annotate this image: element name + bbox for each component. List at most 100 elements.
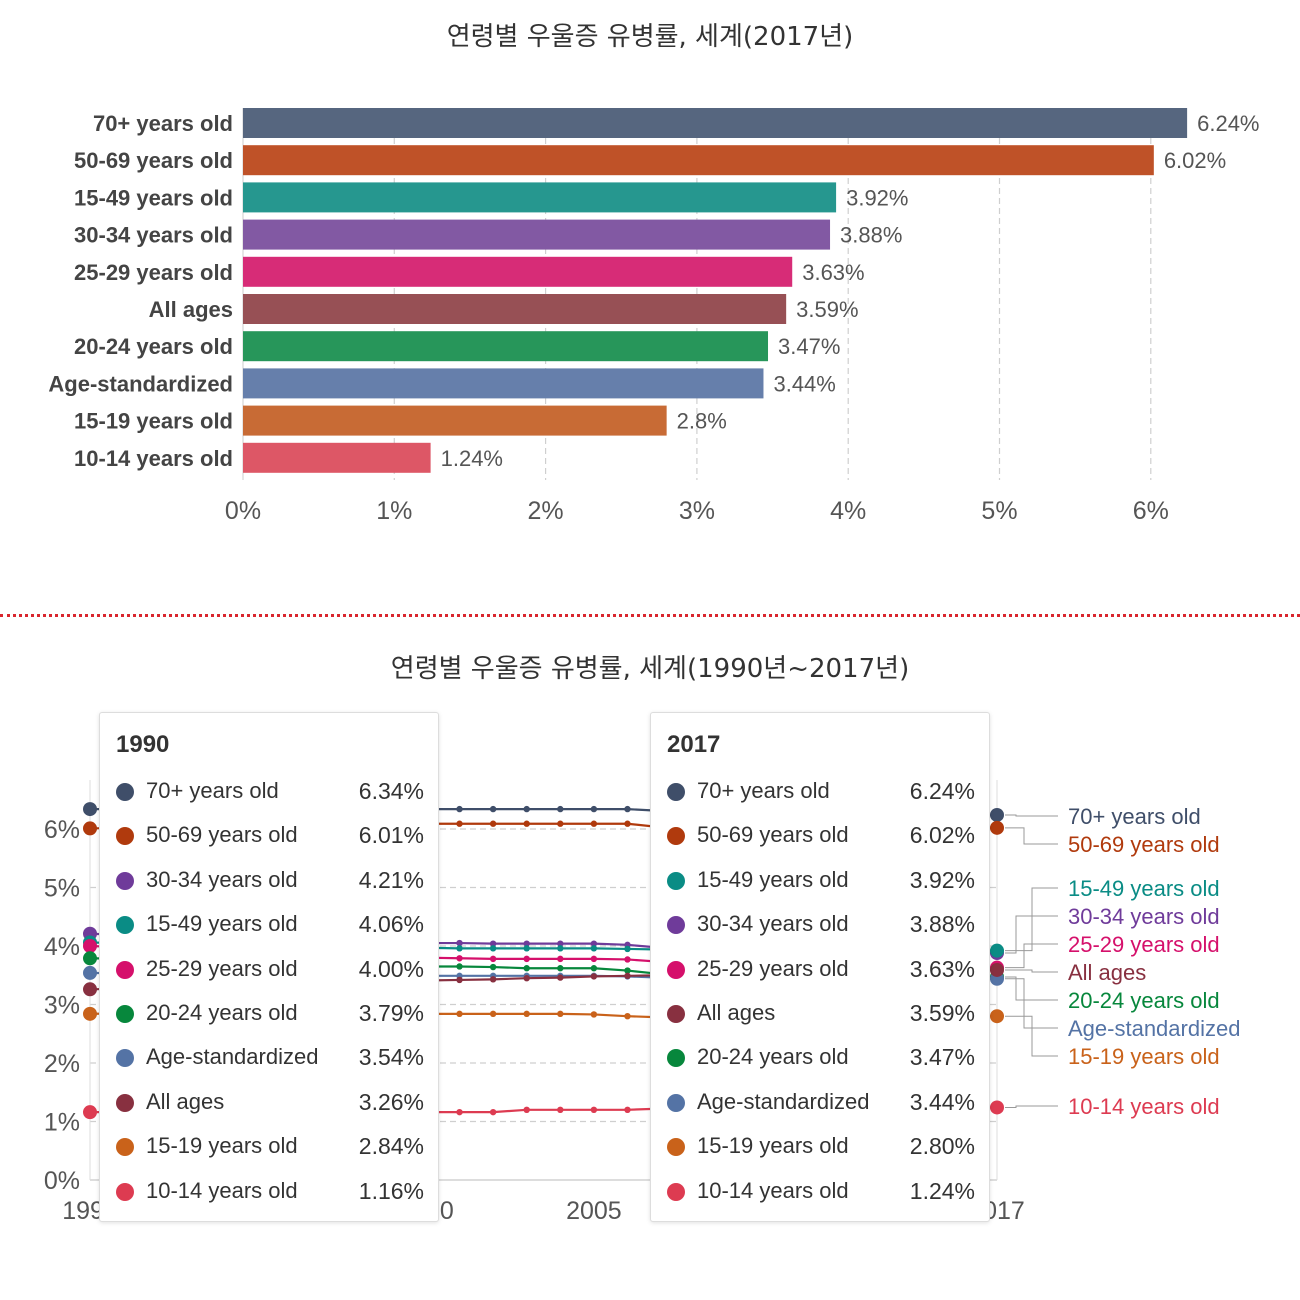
line-point-marker xyxy=(523,945,530,952)
line-point-marker xyxy=(456,1108,463,1116)
line-point-marker xyxy=(489,820,497,827)
tooltip-series-name: 15-49 years old xyxy=(697,866,849,892)
bar-value-label: 6.02% xyxy=(1164,148,1226,173)
legend-dot-icon xyxy=(116,1138,134,1157)
tooltip-row: 20-24 years old 3.79% xyxy=(114,996,424,1036)
legend-dot-icon xyxy=(116,1049,134,1068)
tooltip-2017: 2017 70+ years old 6.24% 50-69 years old 6.… xyxy=(650,712,990,1222)
tooltip-series-value: 3.92% xyxy=(909,866,975,893)
line-endpoint-marker xyxy=(83,951,97,966)
line-endpoint-marker xyxy=(83,1105,97,1120)
tooltip-series-value: 6.02% xyxy=(909,822,975,849)
tooltip-series-value: 3.59% xyxy=(909,1000,975,1026)
bar-chart: 0% 1% 2% 3% 4% 5% 6% 70+ years old 6.24% 50-69 ye… xyxy=(48,108,1260,525)
bar-value-label: 6.24% xyxy=(1197,111,1259,136)
line-point-marker xyxy=(456,939,463,947)
line-endpoint-marker xyxy=(990,943,1004,958)
bar-value-label: 3.92% xyxy=(846,185,908,210)
line-y-tick-label: 4% xyxy=(44,933,80,961)
line-point-marker xyxy=(523,820,530,827)
tooltip-series-value: 1.16% xyxy=(358,1177,424,1204)
line-point-marker xyxy=(557,965,564,972)
bar-mark xyxy=(243,182,837,213)
tooltip-row: 15-19 years old 2.84% xyxy=(114,1129,424,1169)
tooltip-series-name: Age-standardized xyxy=(697,1088,870,1114)
legend-dot-icon xyxy=(116,960,134,979)
end-label: All ages xyxy=(1068,960,1146,985)
bar-mark xyxy=(243,294,787,324)
line-point-marker xyxy=(523,955,530,963)
tooltip-series-name: 30-34 years old xyxy=(146,866,298,892)
tooltip-series-name: 50-69 years old xyxy=(697,822,849,848)
bar-mark xyxy=(243,145,1154,176)
tooltip-series-value: 2.84% xyxy=(358,1133,424,1160)
tooltip-series-name: Age-standardized xyxy=(146,1044,319,1070)
line-point-marker xyxy=(624,945,631,953)
tooltip-series-name: 20-24 years old xyxy=(146,1000,298,1025)
bar-mark xyxy=(243,405,667,436)
bar-category-label: 50-69 years old xyxy=(74,148,233,173)
legend-dot-icon xyxy=(667,783,685,801)
tooltip-row: 15-19 years old 2.80% xyxy=(665,1129,975,1169)
tooltip-series-value: 4.06% xyxy=(358,911,424,938)
tooltip-series-value: 3.47% xyxy=(909,1044,975,1071)
line-point-marker xyxy=(489,955,497,963)
end-label: 10-14 years old xyxy=(1068,1094,1220,1119)
legend-dot-icon xyxy=(667,1005,685,1023)
line-point-marker xyxy=(456,805,463,813)
line-point-marker xyxy=(590,1106,598,1114)
line-point-marker xyxy=(557,805,564,813)
bar-category-label: All ages xyxy=(149,297,233,322)
bar-x-tick-label: 0% xyxy=(225,497,261,525)
legend-dot-icon xyxy=(116,1005,134,1023)
tooltip-series-name: 50-69 years old xyxy=(146,822,298,848)
bar-mark xyxy=(243,442,431,473)
bar-x-tick-label: 6% xyxy=(1133,497,1169,525)
line-point-marker xyxy=(456,963,463,970)
end-label-connector xyxy=(1005,814,1058,817)
tooltip-series-value: 3.79% xyxy=(358,1000,424,1026)
end-label-connector xyxy=(1005,978,1058,1029)
line-point-marker xyxy=(523,1106,530,1114)
bar-category-label: 20-24 years old xyxy=(74,334,233,359)
bar-value-label: 3.63% xyxy=(802,260,864,285)
end-label: 25-29 years old xyxy=(1068,932,1220,957)
legend-dot-icon xyxy=(116,783,134,801)
line-endpoint-marker xyxy=(990,1009,1004,1024)
tooltip-series-name: 10-14 years old xyxy=(697,1177,849,1203)
tooltip-series-name: All ages xyxy=(146,1088,225,1114)
tooltip-row: 15-49 years old 3.92% xyxy=(665,863,975,903)
line-endpoint-marker xyxy=(83,821,97,836)
line-endpoint-marker xyxy=(990,1100,1004,1115)
tooltip-series-name: 25-29 years old xyxy=(697,955,849,981)
line-endpoint-marker xyxy=(83,939,97,953)
line-point-marker xyxy=(489,805,497,813)
bar-x-tick-label: 1% xyxy=(376,497,412,525)
bar-category-label: 10-14 years old xyxy=(74,446,233,471)
tooltip-series-name: 15-49 years old xyxy=(146,911,298,937)
tooltip-row: 15-49 years old 4.06% xyxy=(114,907,424,947)
line-point-marker xyxy=(590,820,598,827)
bar-mark xyxy=(243,368,764,399)
tooltip-series-name: 20-24 years old xyxy=(697,1044,849,1070)
tooltip-series-value: 6.24% xyxy=(909,778,975,804)
line-endpoint-marker xyxy=(990,807,1004,822)
line-point-marker xyxy=(557,974,564,981)
line-point-marker xyxy=(489,945,497,952)
end-label-connector xyxy=(1005,976,1058,1001)
tooltip-series-value: 6.01% xyxy=(358,822,424,849)
line-point-marker xyxy=(624,956,631,963)
tooltip-year: 2017 xyxy=(667,731,721,758)
end-label-connector xyxy=(1005,1015,1058,1057)
tooltip-series-value: 3.44% xyxy=(909,1088,975,1115)
bar-chart-title: 연령별 우울증 유병률, 세계(2017년) xyxy=(446,22,854,52)
tooltip-series-value: 4.21% xyxy=(358,866,424,893)
line-y-tick-label: 5% xyxy=(44,875,80,903)
line-endpoint-marker xyxy=(83,1006,97,1021)
tooltip-row: 10-14 years old 1.24% xyxy=(665,1174,975,1214)
line-point-marker xyxy=(557,820,564,827)
tooltip-row: All ages 3.59% xyxy=(665,996,975,1036)
legend-dot-icon xyxy=(667,1182,685,1201)
bar-x-tick-label: 3% xyxy=(679,497,715,525)
legend-dot-icon xyxy=(667,1049,685,1068)
